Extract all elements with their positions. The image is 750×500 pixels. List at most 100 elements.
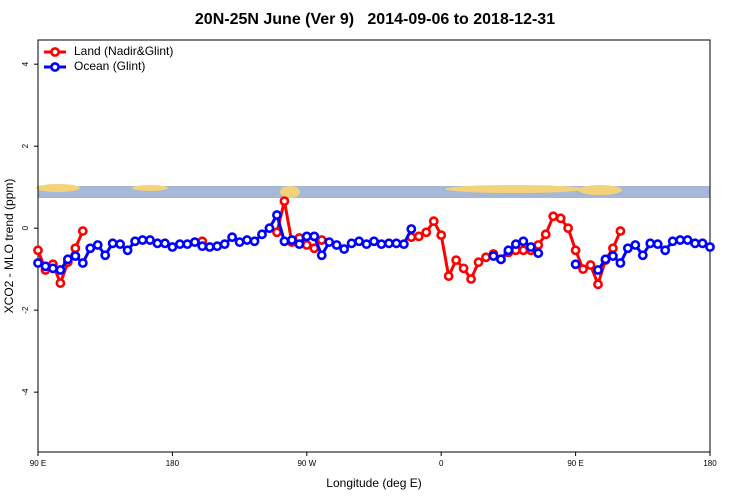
point: [481, 252, 491, 263]
point: [279, 196, 290, 207]
point: [615, 226, 626, 236]
point: [77, 226, 88, 236]
point: [339, 244, 350, 254]
point: [264, 223, 275, 234]
point: [354, 236, 364, 247]
point: [637, 250, 648, 261]
point: [652, 239, 663, 250]
point: [316, 235, 327, 245]
point: [660, 245, 671, 256]
map-land: [445, 185, 585, 193]
point: [421, 227, 432, 238]
point: [272, 227, 282, 238]
x-tick-label: 90 E: [30, 459, 46, 468]
point: [376, 239, 387, 250]
point: [294, 239, 305, 250]
point: [436, 230, 447, 241]
point: [608, 251, 618, 261]
point: [406, 224, 417, 234]
point: [593, 265, 603, 275]
point: [182, 239, 193, 250]
point: [503, 245, 514, 256]
point: [324, 237, 335, 248]
point: [48, 263, 58, 274]
point: [533, 248, 544, 259]
y-tick-label: -4: [21, 388, 30, 396]
point: [160, 238, 170, 249]
point: [428, 216, 439, 227]
point: [257, 229, 267, 240]
point: [525, 242, 536, 252]
point: [55, 278, 66, 289]
point: [361, 239, 372, 250]
point: [585, 260, 596, 270]
point: [570, 245, 581, 256]
point: [301, 231, 312, 242]
point: [152, 238, 163, 249]
point: [316, 250, 327, 261]
y-axis-label: XCO2 - MLO trend (ppm): [2, 179, 16, 314]
point: [33, 245, 43, 256]
point: [227, 232, 238, 243]
point: [249, 236, 260, 247]
point: [100, 250, 111, 261]
point: [608, 243, 618, 254]
point: [615, 258, 626, 268]
point: [645, 238, 656, 249]
point: [622, 243, 633, 254]
point: [115, 239, 126, 250]
point: [346, 238, 357, 249]
point: [466, 274, 476, 284]
point: [413, 231, 424, 242]
point: [204, 242, 215, 252]
y-tick-label: -2: [21, 306, 30, 314]
point: [331, 240, 342, 250]
point: [533, 240, 544, 250]
point: [107, 238, 118, 249]
map-land: [578, 185, 622, 195]
y-tick-label: 4: [21, 61, 30, 66]
point: [510, 239, 521, 250]
point: [85, 243, 96, 254]
point: [578, 264, 588, 275]
point: [92, 240, 103, 250]
point: [496, 254, 506, 265]
point: [122, 245, 133, 256]
chart-title: 20N-25N June (Ver 9) 2014-09-06 to 2018-…: [195, 11, 555, 28]
point: [458, 263, 469, 274]
legend-marker: [50, 47, 60, 57]
point: [70, 251, 81, 261]
point: [197, 241, 208, 252]
point: [697, 238, 708, 249]
point: [33, 258, 43, 268]
point: [137, 235, 148, 245]
point: [563, 223, 574, 234]
point: [234, 237, 245, 248]
point: [130, 236, 140, 247]
point: [667, 236, 678, 247]
point: [398, 239, 409, 250]
point: [555, 213, 566, 224]
point: [309, 231, 320, 242]
point: [70, 243, 81, 254]
point: [189, 237, 200, 248]
point: [540, 229, 551, 240]
x-tick-label: 90 W: [297, 459, 316, 468]
point: [518, 236, 529, 247]
x-tick-label: 0: [439, 459, 444, 468]
legend-marker: [50, 62, 60, 72]
point: [62, 254, 73, 265]
point: [600, 254, 611, 265]
map-land: [36, 184, 80, 192]
point: [301, 240, 312, 250]
point: [548, 211, 559, 222]
point: [279, 236, 290, 247]
point: [391, 238, 402, 249]
point: [682, 235, 693, 245]
point: [55, 265, 66, 275]
point: [174, 239, 185, 250]
point: [690, 238, 700, 249]
map-land: [280, 186, 300, 198]
point: [286, 235, 297, 245]
